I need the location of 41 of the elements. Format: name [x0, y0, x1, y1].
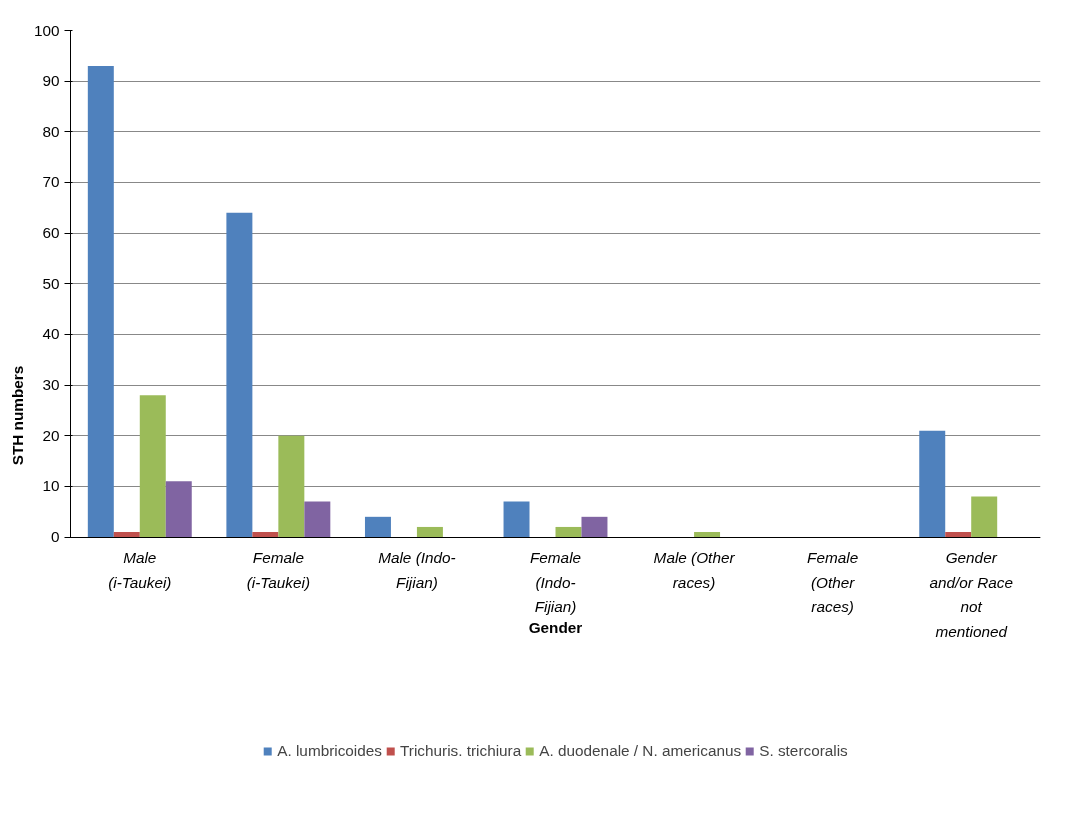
- x-tick-label: Gender and/or Race not mentioned: [929, 549, 1013, 641]
- legend-label: S. stercoralis: [759, 742, 848, 760]
- legend-label: A. lumbricoides: [277, 742, 383, 760]
- bar: [694, 532, 721, 538]
- bar: [165, 481, 192, 538]
- y-tick-label: 0: [50, 528, 60, 546]
- bar: [581, 516, 608, 538]
- bar: [416, 526, 443, 538]
- bar: [113, 532, 140, 538]
- x-tick-label: Male (Other races): [653, 549, 736, 591]
- x-tick-label: Male (Indo-Fijian): [378, 549, 456, 591]
- y-axis-title: STH numbers: [8, 365, 26, 466]
- bar: [139, 395, 166, 538]
- x-axis-title: Gender: [528, 619, 583, 637]
- bar: [364, 516, 391, 538]
- x-tick-label: Female (Other races): [807, 549, 859, 616]
- legend-label: Trichuris. trichiura: [400, 742, 522, 760]
- y-tick-label: 70: [42, 173, 60, 191]
- y-tick-label: 10: [42, 477, 60, 495]
- bar: [555, 526, 582, 538]
- x-tick-label: Female (i-Taukei): [246, 549, 311, 591]
- legend-label: A. duodenale / N. americanus: [539, 742, 742, 760]
- x-tick-label: Female (Indo-Fijian): [529, 549, 582, 616]
- y-tick-label: 30: [42, 376, 60, 394]
- bar: [945, 532, 972, 538]
- bar: [226, 212, 253, 538]
- bar: [503, 501, 530, 538]
- bar: [971, 496, 998, 538]
- bar: [252, 532, 279, 538]
- y-tick-label: 100: [33, 21, 60, 39]
- bar: [919, 430, 946, 538]
- bar: [304, 501, 331, 538]
- y-tick-label: 60: [42, 224, 60, 242]
- y-tick-label: 40: [42, 325, 60, 343]
- x-tick-label: Male (i-Taukei): [108, 549, 172, 591]
- y-tick-label: 20: [42, 426, 60, 444]
- y-tick-label: 50: [42, 274, 60, 292]
- y-tick-label: 90: [42, 72, 60, 90]
- bar: [278, 435, 305, 538]
- bar: [87, 65, 114, 538]
- y-tick-label: 80: [42, 122, 60, 140]
